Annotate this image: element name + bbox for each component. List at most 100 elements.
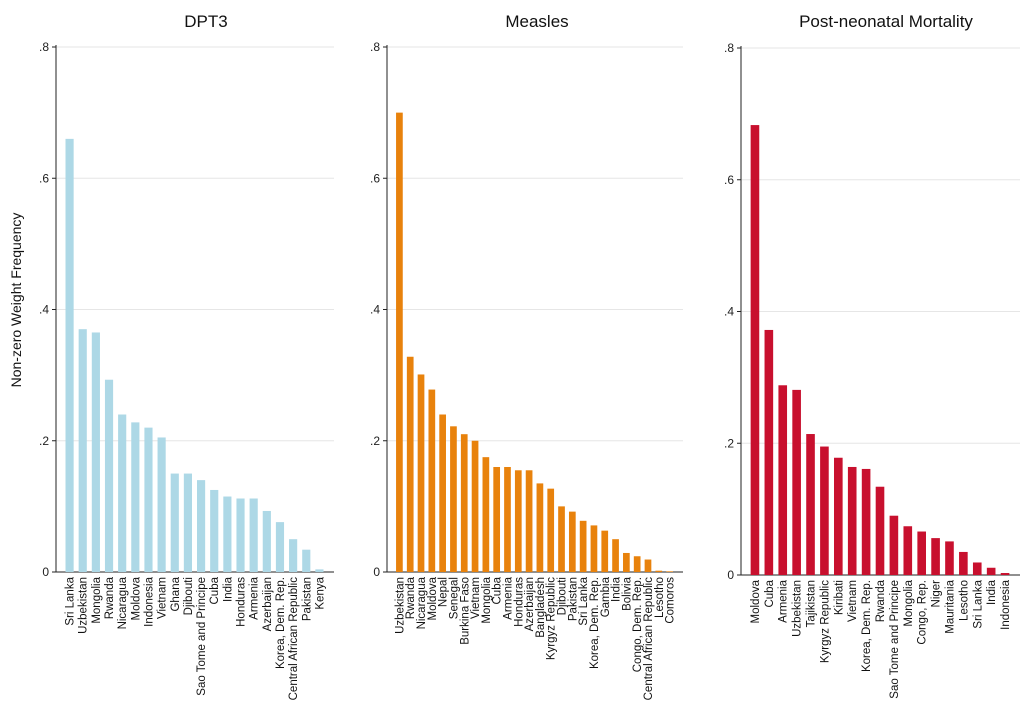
bar-honduras (236, 498, 245, 572)
bar-pakistan (568, 511, 576, 572)
category-label: India (222, 576, 234, 602)
category-label: Central African Republic (643, 577, 655, 701)
category-label: Bolivia (621, 576, 633, 610)
panel-measles: Measles 0 .2 .4 .6 .8 UzbekistanRwandaNicaragu… (370, 12, 683, 700)
bar-kyrgyz-republic (547, 488, 555, 572)
y-tick-label: 0 (373, 565, 380, 579)
category-label: Azerbaijan (524, 577, 536, 631)
category-label: Sao Tome and Principe (889, 580, 901, 699)
bar-armenia (778, 385, 788, 575)
bar-lesotho (655, 570, 663, 572)
bar-honduras (514, 470, 522, 572)
category-label: Comoros (665, 577, 677, 624)
bar-central-african-republic (289, 539, 298, 572)
y-axis-label: Non-zero Weight Frequency (8, 213, 24, 388)
category-label: Mauritania (944, 579, 956, 633)
bar-ghana (170, 473, 179, 572)
bar-uzbekistan (792, 389, 801, 575)
bar-armenia (504, 467, 511, 572)
category-label: Cuba (492, 576, 504, 604)
bar-armenia (249, 498, 258, 572)
category-label: Indonesia (1000, 579, 1012, 629)
y-tick-label: 0 (42, 565, 49, 579)
y-tick-label: .6 (724, 173, 734, 187)
y-tick-label: .4 (370, 303, 380, 317)
bar-cuba (210, 489, 219, 572)
category-label: India (611, 576, 623, 602)
bar-sri-lanka (65, 138, 74, 572)
bar-rwanda (875, 486, 885, 575)
category-label: Mongolia (903, 579, 915, 626)
category-label: Korea, Dem. Rep. (589, 577, 601, 669)
bar-nicaragua (417, 374, 425, 572)
category-label: Azerbaijan (262, 577, 274, 631)
category-label: Rwanda (104, 576, 116, 619)
bar-bangladesh (536, 483, 544, 572)
category-label: Armenia (778, 579, 790, 622)
panel-dpt3: DPT3 0 .2 .4 .6 .8 Sri Lanka Uzbekistan Mongolia… (39, 12, 334, 700)
y-tick-label: .2 (724, 436, 734, 450)
panel-title: Post-neonatal Mortality (799, 12, 973, 31)
category-label: Vietnam (470, 577, 482, 619)
category-label: Armenia (249, 576, 261, 619)
category-label: Vietnam (157, 577, 169, 619)
category-label: Uzbekistan (792, 580, 804, 637)
category-label: Gambia (600, 576, 612, 617)
bar-indonesia (1000, 573, 1010, 575)
category-label: Niger (931, 580, 943, 608)
bar-lesotho (959, 551, 968, 575)
category-label: Moldova (427, 576, 439, 620)
category-label: Armenia (502, 576, 514, 619)
bar-pakistan (302, 549, 311, 572)
category-label: Pakistan (567, 577, 579, 621)
category-label: Lesotho (654, 577, 666, 618)
category-label: Pakistan (301, 577, 313, 621)
bar-comoros (666, 571, 673, 572)
y-tick-label: .2 (370, 434, 380, 448)
category-label: Central African Republic (288, 577, 300, 701)
bar-cuba (764, 329, 774, 575)
bar-tajikistan (806, 434, 815, 575)
bar-moldova (131, 422, 140, 572)
bar-india (986, 567, 996, 575)
bar-mongolia (903, 526, 913, 575)
category-label: Nicaragua (117, 576, 129, 629)
bar-korea-dem-rep (275, 522, 285, 572)
category-label: Congo, Rep. (917, 580, 929, 645)
category-label: Lesotho (958, 580, 970, 621)
y-tick-label: .6 (39, 171, 49, 185)
bar-djibouti (558, 506, 565, 572)
bar-kiribati (834, 457, 843, 575)
category-label: Sri Lanka (972, 579, 984, 628)
y-tick-label: .2 (39, 434, 49, 448)
bar-rwanda (104, 379, 114, 572)
category-label: Cuba (209, 576, 221, 604)
bar-mauritania (945, 541, 954, 575)
bar-mongolia (482, 457, 490, 572)
y-tick-label: 0 (727, 568, 734, 582)
category-label: Djibouti (557, 577, 569, 615)
bar-senegal (450, 426, 457, 572)
category-label: Moldova (750, 579, 762, 623)
bar-congo-rep (917, 531, 926, 575)
category-label: India (986, 579, 998, 605)
bar-moldova (750, 125, 760, 575)
category-label: Mongolia (481, 576, 493, 623)
bar-vietnam (157, 437, 166, 572)
category-label: Uzbekistan (394, 577, 406, 634)
bar-india (612, 539, 619, 572)
category-label: Nicaragua (416, 576, 428, 629)
bar-azerbaijan (525, 470, 533, 572)
category-label: Djibouti (183, 577, 195, 615)
bar-uzbekistan (396, 112, 403, 572)
bar-burkina-faso (460, 434, 468, 572)
y-tick-label: .6 (370, 171, 380, 185)
category-label: Tajikistan (806, 580, 818, 627)
category-label: Congo, Dem. Rep. (632, 577, 644, 672)
category-label: Kiribati (833, 580, 845, 615)
bar-kenya (315, 569, 324, 572)
y-tick-label: .4 (724, 305, 734, 319)
category-label: Rwanda (875, 579, 887, 622)
category-label: Uzbekistan (78, 577, 90, 634)
category-label: Cuba (764, 579, 776, 607)
